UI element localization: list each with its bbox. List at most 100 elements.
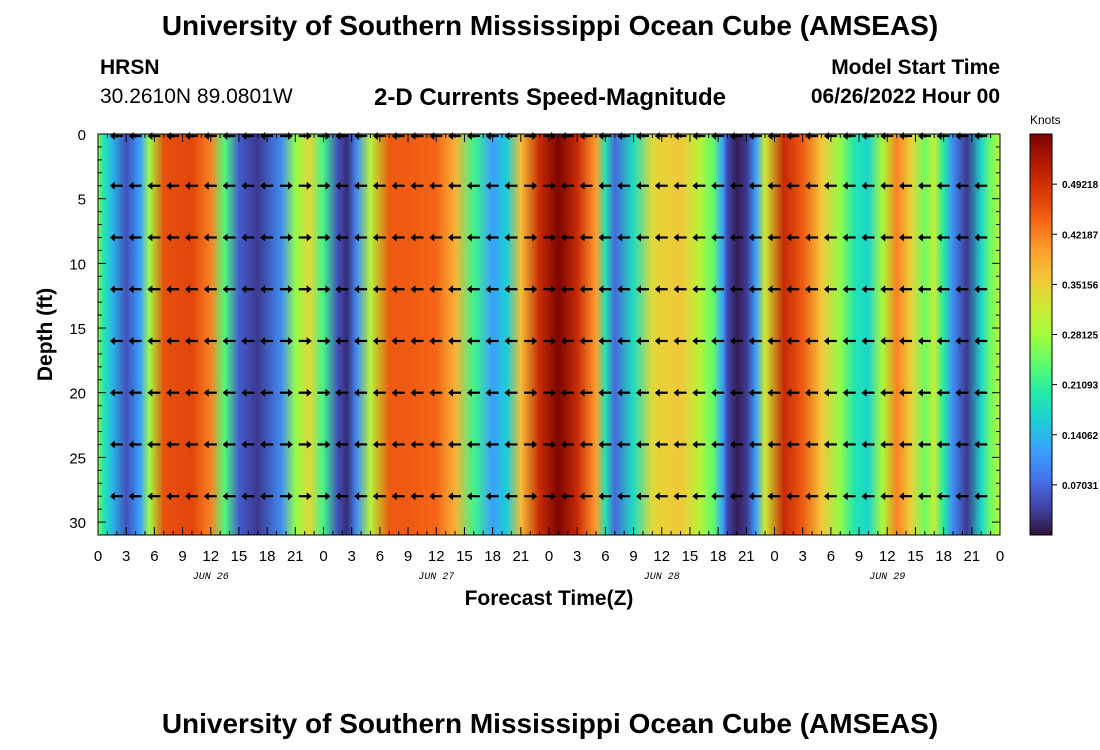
x-tick-label: 21 [512, 548, 529, 565]
current-arrow [729, 233, 743, 242]
current-arrow [166, 285, 180, 294]
current-arrow [504, 336, 518, 345]
current-arrow [147, 285, 161, 294]
current-arrow [936, 285, 950, 294]
current-arrow [335, 233, 349, 242]
colorbar-tick-label: 0.07031 [1062, 481, 1099, 492]
current-arrow [504, 492, 518, 501]
current-arrow [880, 336, 894, 345]
current-arrow [673, 336, 687, 345]
current-arrow [805, 388, 819, 397]
current-arrow [203, 181, 217, 190]
current-arrow [524, 492, 538, 501]
current-arrow [524, 388, 538, 397]
x-tick-label: 0 [545, 548, 553, 565]
current-arrow [805, 181, 819, 190]
current-arrow [184, 285, 198, 294]
current-arrow [729, 336, 743, 345]
current-arrow [560, 233, 574, 242]
current-arrow [317, 492, 331, 501]
current-arrow [805, 233, 819, 242]
x-tick-label: 6 [601, 548, 609, 565]
current-arrow [524, 336, 538, 345]
current-arrow [880, 388, 894, 397]
current-arrow [128, 440, 142, 449]
current-arrow [147, 388, 161, 397]
current-arrow [448, 336, 462, 345]
current-arrow [748, 336, 762, 345]
current-arrow [260, 285, 274, 294]
y-tick-label: 20 [69, 386, 86, 403]
current-arrow [241, 285, 255, 294]
x-tick-label: 0 [996, 548, 1004, 565]
current-arrow [335, 181, 349, 190]
current-arrow [579, 388, 593, 397]
current-arrow [241, 233, 255, 242]
current-arrow [767, 285, 781, 294]
current-arrow [880, 440, 894, 449]
y-axis-label: Depth (ft) [34, 288, 57, 381]
x-tick-label: 12 [653, 548, 670, 565]
current-arrow [184, 388, 198, 397]
current-arrow [485, 492, 499, 501]
current-arrow [543, 336, 556, 345]
current-arrow [635, 388, 649, 397]
current-arrow [861, 492, 875, 501]
current-arrow [410, 285, 424, 294]
current-arrow [391, 440, 405, 449]
current-arrow [279, 440, 293, 449]
x-tick-label: 12 [879, 548, 896, 565]
current-arrow [279, 388, 293, 397]
current-arrow [317, 181, 331, 190]
x-tick-label: 9 [404, 548, 412, 565]
current-arrow [560, 181, 574, 190]
current-arrow [786, 388, 800, 397]
current-arrow [466, 233, 480, 242]
current-arrow [692, 440, 706, 449]
current-arrow [974, 388, 988, 397]
current-arrow [485, 181, 499, 190]
current-arrow [729, 440, 743, 449]
current-arrow [579, 440, 593, 449]
current-arrow [917, 492, 931, 501]
current-arrow [786, 492, 800, 501]
current-arrow [354, 492, 368, 501]
x-tick-label: 3 [348, 548, 356, 565]
current-arrow [128, 285, 142, 294]
current-arrow [241, 440, 255, 449]
colorbar-tick-label: 0.35156 [1062, 280, 1099, 291]
current-arrow [654, 285, 668, 294]
current-arrow [279, 233, 293, 242]
current-arrow [466, 336, 480, 345]
current-arrow [372, 492, 386, 501]
current-arrow [673, 440, 687, 449]
current-arrow [298, 440, 312, 449]
colorbar-tick-label: 0.49218 [1062, 180, 1099, 191]
current-arrow [372, 440, 386, 449]
current-arrow [466, 440, 480, 449]
current-arrow [654, 233, 668, 242]
current-arrow [485, 233, 499, 242]
current-arrow [466, 388, 480, 397]
current-arrow [617, 440, 631, 449]
current-arrow [654, 388, 668, 397]
current-arrow [823, 181, 837, 190]
current-arrow [692, 388, 706, 397]
current-arrow [260, 440, 274, 449]
current-arrow [109, 233, 123, 242]
current-arrow [279, 336, 293, 345]
current-arrow [184, 440, 198, 449]
footer-title: University of Southern Mississippi Ocean… [161, 708, 939, 739]
current-arrow [448, 388, 462, 397]
current-arrow [955, 181, 969, 190]
current-arrow [692, 181, 706, 190]
current-arrow [805, 285, 819, 294]
current-arrow [711, 233, 725, 242]
current-arrow [372, 285, 386, 294]
current-arrow [974, 440, 988, 449]
current-speed-chart: 0 3 6 9 12 15 18 21 0 3 6 9 12 15 18 21 0 3 6 9 12 15 18 21 0 3 6 9… [34, 113, 1099, 610]
x-tick-label: 0 [319, 548, 327, 565]
y-tick-label: 25 [69, 450, 86, 467]
x-tick-label: 18 [710, 548, 727, 565]
current-arrow [767, 440, 781, 449]
